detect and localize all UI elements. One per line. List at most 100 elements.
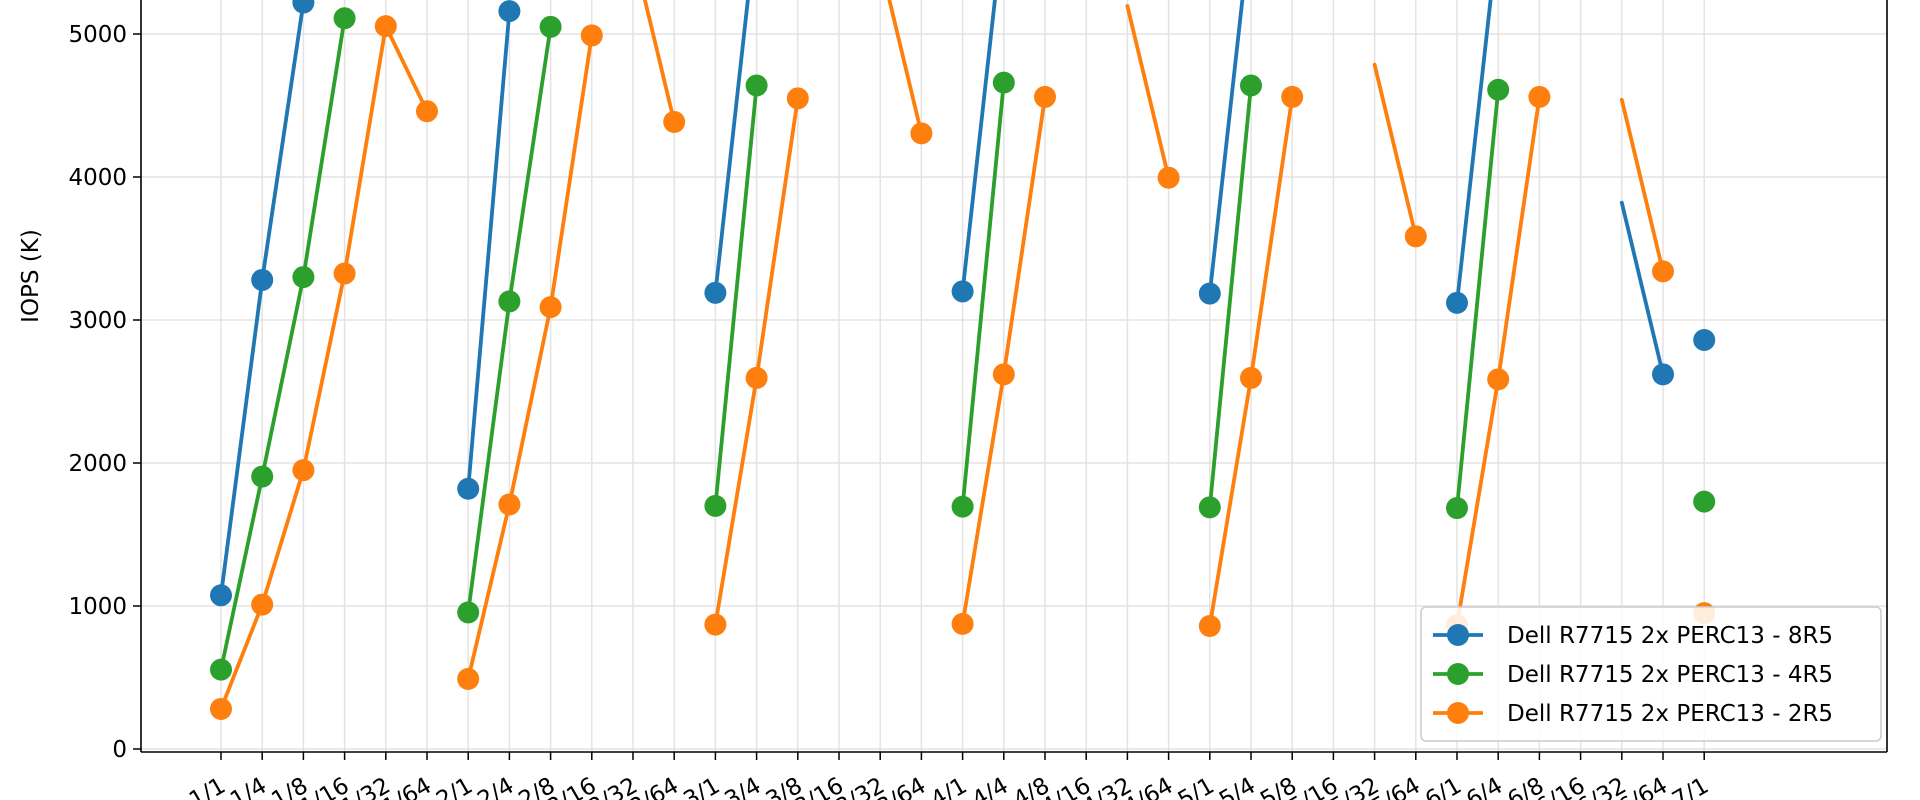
series-line-segment: [960, 372, 1006, 626]
data-point: [745, 366, 768, 389]
data-point: [992, 71, 1015, 94]
x-tick-label: 6/1: [1421, 773, 1466, 800]
data-point: [374, 15, 397, 38]
data-point: [1404, 225, 1427, 248]
data-point: [416, 100, 438, 123]
y-tick-label: 4000: [68, 165, 127, 191]
series-line-segment: [260, 468, 306, 607]
data-point: [745, 74, 768, 97]
series-line-segment: [960, 80, 1006, 509]
data-point: [498, 0, 521, 23]
legend-label: Dell R7715 2x PERC13 - 2R5: [1507, 701, 1833, 727]
series-line-segment: [1207, 83, 1253, 510]
data-point: [251, 268, 274, 291]
data-point: [1487, 78, 1510, 101]
data-point: [1281, 85, 1304, 108]
y-tick-label: 0: [112, 737, 127, 763]
x-tick-label: 7/1: [1668, 773, 1713, 800]
legend-item: Dell R7715 2x PERC13 - 8R5: [1433, 623, 1833, 649]
series-line-segment: [466, 9, 512, 491]
data-point: [1240, 74, 1262, 97]
series-line-segment: [466, 299, 512, 615]
series-3: [210, 0, 1716, 720]
series-line-segment: [1001, 95, 1047, 377]
series-line-segment: [642, 0, 677, 124]
series-line-segment: [301, 16, 347, 280]
x-tick-label: 5/1: [1174, 773, 1219, 800]
data-point: [539, 15, 562, 38]
x-tick-label: 4/4: [968, 773, 1013, 800]
x-tick-label: 3/1: [679, 773, 724, 800]
data-point: [1693, 490, 1716, 513]
series-line-segment: [1455, 87, 1501, 510]
x-tick-label: 4/1: [927, 773, 972, 800]
data-point: [1446, 497, 1468, 520]
data-point: [992, 363, 1015, 386]
series-line-segment: [219, 602, 265, 711]
data-point: [457, 601, 480, 624]
legend-marker: [1447, 663, 1469, 685]
x-tick-label: 3/4: [721, 773, 766, 800]
legend-label: Dell R7715 2x PERC13 - 4R5: [1507, 662, 1833, 688]
data-point: [1652, 363, 1674, 386]
series-line-segment: [1207, 0, 1245, 296]
data-point: [251, 465, 274, 488]
series-line-segment: [1455, 0, 1493, 305]
data-point: [951, 612, 974, 635]
data-point: [498, 493, 521, 516]
series-line-segment: [219, 474, 265, 672]
series-line-segment: [548, 33, 594, 310]
series-line-segment: [1372, 62, 1418, 239]
data-point: [457, 477, 480, 500]
series-line-segment: [301, 271, 347, 473]
x-tick-label: 1/1: [185, 773, 230, 800]
data-point: [1198, 282, 1221, 305]
legend-item: Dell R7715 2x PERC13 - 4R5: [1433, 662, 1833, 688]
series-line-segment: [754, 96, 800, 380]
data-point: [292, 459, 315, 482]
series-line-segment: [342, 24, 388, 276]
legend-label: Dell R7715 2x PERC13 - 8R5: [1507, 623, 1833, 649]
data-point: [786, 87, 809, 110]
data-point: [1487, 368, 1510, 391]
x-tick-label: 5/4: [1215, 773, 1260, 800]
x-tick-label: 6/4: [1462, 773, 1507, 800]
series-line-segment: [1125, 4, 1171, 180]
data-point: [704, 281, 727, 304]
data-point: [1198, 615, 1221, 638]
series-line-segment: [1455, 377, 1501, 628]
plot-area: [210, 0, 1716, 720]
data-point: [210, 658, 232, 681]
data-point: [251, 593, 274, 616]
data-point: [1652, 260, 1674, 283]
series-line-segment: [1619, 200, 1665, 377]
data-point: [498, 290, 521, 313]
series-line-segment: [713, 0, 750, 295]
data-point: [1034, 85, 1056, 108]
series-line-segment: [887, 0, 924, 136]
data-point: [951, 495, 974, 518]
data-point: [292, 266, 315, 289]
legend-marker: [1447, 624, 1469, 646]
data-point: [1198, 496, 1221, 519]
series-line-segment: [713, 376, 759, 627]
data-point: [1528, 85, 1551, 108]
data-point: [951, 280, 974, 303]
series-line-segment: [713, 83, 759, 508]
data-point: [1446, 291, 1468, 314]
data-point: [457, 667, 480, 690]
series-line-segment: [507, 305, 553, 507]
y-tick-label: 1000: [68, 594, 127, 620]
data-point: [580, 24, 603, 47]
data-point: [333, 7, 356, 30]
data-point: [210, 697, 232, 720]
data-point: [704, 494, 727, 517]
series-line-segment: [1249, 95, 1295, 380]
data-point: [704, 613, 727, 636]
data-point: [539, 296, 562, 319]
y-tick-label: 2000: [68, 451, 127, 477]
data-point: [910, 122, 933, 145]
data-point: [1693, 329, 1716, 352]
legend: Dell R7715 2x PERC13 - 8R5 Dell R7715 2x …: [1420, 606, 1882, 742]
